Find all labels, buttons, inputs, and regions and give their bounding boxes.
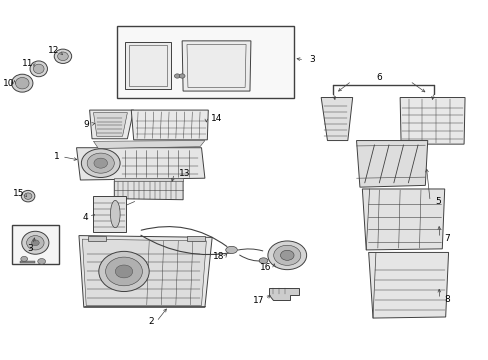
Ellipse shape: [179, 74, 184, 78]
Text: 14: 14: [211, 114, 222, 123]
Ellipse shape: [174, 74, 180, 78]
Text: 17: 17: [252, 296, 264, 305]
Polygon shape: [269, 288, 299, 300]
Ellipse shape: [273, 245, 300, 265]
Text: 9: 9: [83, 120, 89, 129]
Polygon shape: [368, 252, 447, 318]
Polygon shape: [114, 178, 183, 181]
Text: 12: 12: [48, 46, 59, 55]
Bar: [117, 26, 293, 98]
Ellipse shape: [21, 190, 35, 202]
Ellipse shape: [30, 61, 47, 77]
Polygon shape: [93, 140, 204, 148]
Text: 6: 6: [376, 73, 382, 82]
Ellipse shape: [31, 240, 39, 246]
Ellipse shape: [115, 265, 132, 278]
Ellipse shape: [267, 241, 306, 270]
Text: 8: 8: [444, 294, 449, 303]
Ellipse shape: [12, 74, 33, 92]
Polygon shape: [399, 98, 464, 144]
Ellipse shape: [87, 153, 114, 173]
Polygon shape: [362, 189, 444, 250]
Polygon shape: [79, 235, 212, 307]
Ellipse shape: [58, 52, 68, 60]
Text: 18: 18: [213, 252, 224, 261]
Text: 3: 3: [308, 55, 314, 64]
Polygon shape: [82, 239, 206, 306]
Text: 15: 15: [13, 189, 24, 198]
Ellipse shape: [33, 64, 44, 73]
Text: 16: 16: [260, 263, 271, 272]
Ellipse shape: [22, 231, 49, 254]
Polygon shape: [321, 98, 352, 140]
Ellipse shape: [99, 251, 149, 292]
Text: 13: 13: [179, 169, 190, 178]
Polygon shape: [93, 113, 127, 136]
Polygon shape: [131, 110, 208, 140]
Ellipse shape: [38, 258, 45, 264]
Ellipse shape: [110, 201, 120, 228]
Ellipse shape: [26, 235, 44, 250]
Ellipse shape: [24, 193, 32, 199]
Polygon shape: [76, 148, 204, 180]
Text: 7: 7: [444, 234, 449, 243]
Polygon shape: [356, 140, 427, 187]
Bar: [186, 235, 205, 241]
Polygon shape: [92, 196, 126, 232]
Text: 1: 1: [54, 152, 60, 161]
Polygon shape: [89, 110, 133, 139]
Ellipse shape: [259, 258, 267, 264]
Ellipse shape: [54, 49, 72, 63]
Bar: [20, 261, 35, 263]
Ellipse shape: [81, 149, 120, 177]
Text: 11: 11: [22, 59, 34, 68]
Text: 2: 2: [148, 317, 154, 326]
Text: 4: 4: [83, 213, 88, 222]
Text: 10: 10: [3, 79, 15, 88]
Ellipse shape: [21, 256, 27, 261]
Ellipse shape: [105, 257, 142, 286]
Polygon shape: [182, 41, 250, 91]
Ellipse shape: [225, 246, 237, 253]
Text: 5: 5: [434, 197, 440, 206]
Polygon shape: [125, 42, 171, 89]
Ellipse shape: [280, 250, 293, 260]
Bar: [87, 235, 106, 241]
Text: 3: 3: [27, 244, 33, 253]
Ellipse shape: [94, 158, 107, 168]
Polygon shape: [114, 181, 183, 200]
Bar: [12, 225, 59, 264]
Ellipse shape: [16, 77, 29, 89]
